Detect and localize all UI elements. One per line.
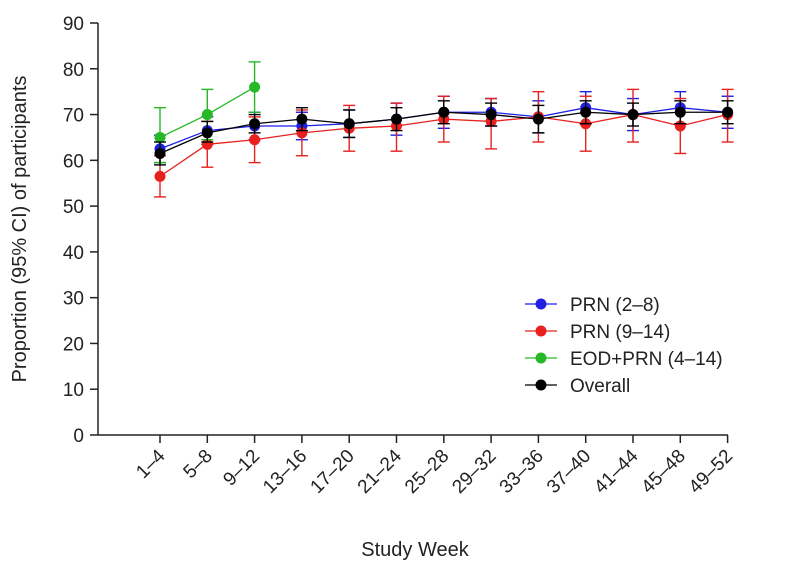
data-point [201,109,213,121]
y-tick-label: 90 [63,14,84,35]
legend-swatch-marker [535,325,547,337]
x-tick-label: 17–20 [307,446,359,498]
series-3 [154,100,734,166]
x-axis-label: Study Week [361,539,469,561]
x-tick-label: 41–44 [590,445,643,498]
data-point [580,106,592,118]
x-tick-label: 25–28 [401,446,453,498]
data-point [722,106,734,118]
y-tick-label: 80 [63,60,84,81]
legend-label: PRN (2–8) [570,295,660,316]
x-tick-label: 29–32 [448,446,500,498]
y-tick-label: 30 [63,289,84,310]
data-point [438,106,450,118]
y-tick-label: 60 [63,151,84,172]
x-tick-label: 1–4 [132,445,170,483]
data-point [343,118,355,130]
data-point [154,170,166,182]
data-point [249,81,261,93]
data-point [485,109,497,121]
series-layer [154,61,734,198]
data-point [249,118,261,130]
legend-label: Overall [570,376,630,397]
x-tick-label: 37–40 [543,446,595,498]
y-tick-label: 40 [63,243,84,264]
legend-item: Overall [525,376,630,397]
x-tick-label: 33–36 [496,446,548,498]
data-point [201,127,213,139]
legend-label: EOD+PRN (4–14) [570,349,723,370]
x-tick-label: 21–24 [354,445,407,498]
y-tick-label: 20 [63,334,84,355]
legend-item: PRN (2–8) [525,295,660,316]
data-point [627,109,639,121]
legend: PRN (2–8) PRN (9–14) EOD+PRN (4–14) Overall [525,295,723,397]
x-tick-label: 13–16 [259,446,311,498]
y-axis-label: Proportion (95% CI) of participants [9,76,31,383]
y-tick-label: 70 [63,106,84,127]
data-point [154,147,166,159]
data-point [532,113,544,125]
y-tick-label: 0 [73,426,84,447]
x-tick-label: 9–12 [219,446,264,491]
x-tick-label: 45–48 [638,446,690,498]
x-tick-label: 5–8 [180,446,217,483]
data-point [296,113,308,125]
y-tick-label: 50 [63,197,84,218]
legend-swatch-marker [535,298,547,310]
data-point [391,113,402,125]
legend-swatch-marker [535,352,547,364]
data-point [154,131,166,143]
legend-item: PRN (9–14) [525,322,670,343]
legend-item: EOD+PRN (4–14) [525,349,723,370]
y-tick-label: 10 [63,380,84,401]
x-tick-label: 49–52 [685,446,737,498]
legend-label: PRN (9–14) [570,322,670,343]
data-point [674,106,686,118]
data-point [249,134,261,146]
legend-swatch-marker [535,379,547,391]
